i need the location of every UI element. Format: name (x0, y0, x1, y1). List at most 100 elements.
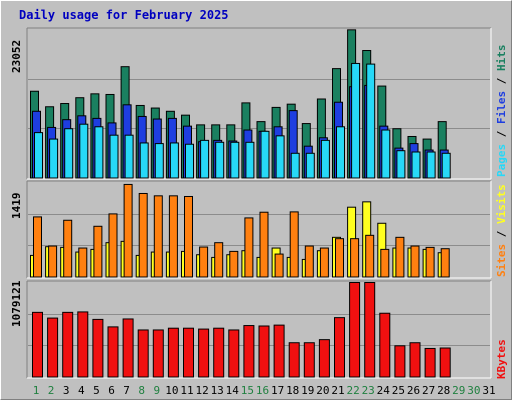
day-label-4: 4 (78, 384, 85, 397)
bar-pages-day-28 (441, 152, 451, 179)
bar-pages-day-25 (396, 150, 406, 179)
panel2-ymax-label: 1419 (10, 192, 23, 220)
day-label-9: 9 (153, 384, 160, 397)
bar-sites-day-2 (48, 245, 58, 278)
bar-sites-day-18 (289, 211, 299, 278)
bar-sites-day-21 (335, 238, 344, 278)
day-label-15: 15 (241, 384, 254, 397)
day-label-22: 22 (346, 384, 359, 397)
bar-kbytes-day-5 (92, 318, 104, 378)
legend-kbytes: KBytes (495, 339, 508, 379)
bar-sites-day-16 (259, 211, 269, 278)
bar-pages-day-10 (169, 142, 179, 179)
bar-sites-day-15 (244, 217, 254, 278)
legend-hits: Hits (495, 44, 508, 72)
day-label-17: 17 (271, 384, 284, 397)
bar-pages-day-3 (64, 128, 74, 179)
bar-pages-day-4 (79, 123, 89, 179)
bar-kbytes-day-4 (77, 311, 89, 378)
bar-kbytes-day-24 (379, 312, 391, 378)
day-label-11: 11 (180, 384, 193, 397)
bar-sites-day-27 (425, 246, 435, 278)
bar-kbytes-day-25 (394, 345, 406, 378)
bar-pages-day-13 (215, 141, 225, 179)
bar-sites-day-20 (319, 247, 329, 278)
bar-kbytes-day-27 (424, 347, 436, 378)
bar-pages-day-12 (200, 139, 210, 179)
day-label-6: 6 (108, 384, 115, 397)
bar-kbytes-day-11 (183, 327, 194, 378)
bar-sites-day-25 (395, 236, 405, 278)
bar-pages-day-22 (351, 62, 361, 179)
bar-kbytes-day-6 (107, 326, 119, 378)
bar-sites-day-11 (184, 195, 193, 278)
bar-kbytes-day-1 (32, 311, 43, 378)
bar-kbytes-day-10 (167, 327, 179, 378)
panel1-ymax-label: 23052 (10, 39, 23, 73)
bar-pages-day-23 (366, 63, 376, 179)
bar-pages-day-24 (381, 129, 391, 179)
day-label-21: 21 (331, 384, 344, 397)
day-label-24: 24 (377, 384, 391, 397)
bar-sites-day-23 (365, 234, 375, 278)
bar-sites-day-12 (199, 246, 209, 278)
bar-sites-day-24 (380, 248, 390, 278)
bar-kbytes-day-15 (243, 325, 255, 378)
legend-panel3: KBytes (495, 339, 508, 379)
bar-sites-day-28 (440, 248, 450, 278)
day-label-7: 7 (123, 384, 130, 397)
bar-kbytes-day-2 (47, 317, 59, 378)
bar-kbytes-day-14 (228, 329, 240, 378)
bar-kbytes-day-3 (62, 311, 74, 378)
day-label-13: 13 (211, 384, 224, 397)
bar-sites-day-7 (123, 183, 133, 278)
bar-sites-day-26 (410, 245, 420, 278)
day-label-12: 12 (195, 384, 208, 397)
bar-kbytes-day-17 (273, 324, 285, 378)
bar-kbytes-day-28 (439, 347, 451, 378)
bar-sites-day-9 (153, 195, 163, 278)
bar-sites-day-8 (138, 192, 148, 278)
bar-kbytes-day-26 (409, 342, 421, 378)
bar-sites-day-3 (63, 219, 73, 278)
bar-pages-day-11 (185, 143, 194, 179)
legend-visits: Visits (495, 184, 508, 224)
bar-sites-day-4 (78, 247, 88, 278)
legend-pages: Pages (495, 143, 508, 177)
bar-sites-day-19 (304, 245, 314, 278)
bar-sites-day-1 (33, 216, 42, 278)
bar-pages-day-18 (290, 152, 300, 179)
day-label-26: 26 (407, 384, 420, 397)
bar-kbytes-day-7 (122, 318, 134, 378)
legend-panel1: Pages / Files / Hits (495, 44, 508, 178)
bar-sites-day-17 (274, 253, 284, 278)
day-label-29: 29 (452, 384, 465, 397)
day-label-23: 23 (362, 384, 375, 397)
bar-pages-day-21 (336, 126, 345, 179)
bar-kbytes-day-13 (213, 327, 225, 378)
bar-sites-day-10 (168, 195, 178, 278)
bar-pages-day-27 (426, 151, 436, 179)
bar-pages-day-19 (305, 152, 315, 179)
bar-sites-day-6 (108, 213, 118, 278)
bar-pages-day-2 (49, 138, 59, 179)
day-label-10: 10 (165, 384, 178, 397)
day-label-1: 1 (33, 384, 40, 397)
bar-kbytes-day-21 (334, 317, 345, 378)
bar-kbytes-day-19 (303, 342, 315, 378)
legend-panel2: Sites / Visits (495, 184, 508, 277)
day-label-20: 20 (316, 384, 329, 397)
chart-title: Daily usage for February 2025 (19, 8, 229, 22)
day-label-27: 27 (422, 384, 435, 397)
bar-pages-day-9 (154, 143, 164, 179)
bar-pages-day-15 (245, 141, 255, 179)
day-label-3: 3 (63, 384, 70, 397)
day-label-16: 16 (256, 384, 269, 397)
day-label-19: 19 (301, 384, 314, 397)
bar-kbytes-day-22 (349, 282, 361, 378)
legend-sites: Sites (495, 243, 508, 277)
panel3-ymax-label: 1079121 (10, 280, 23, 327)
bar-pages-day-17 (275, 135, 285, 179)
